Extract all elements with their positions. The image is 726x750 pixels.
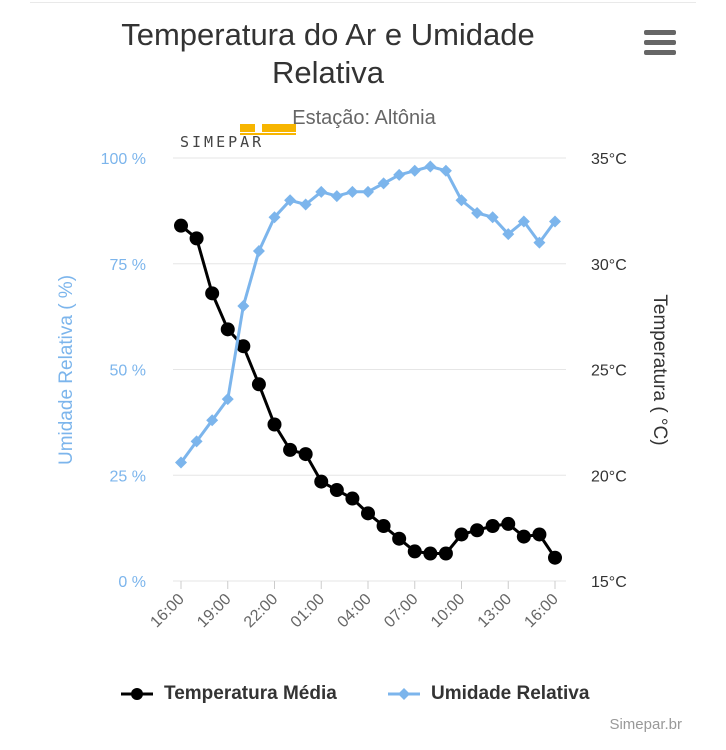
temperature-point	[174, 218, 188, 233]
temperature-point	[532, 527, 547, 542]
x-axis-tick-label: 01:00	[288, 591, 328, 631]
x-axis-tick-label: 16:00	[521, 591, 561, 631]
left-axis-tick-label: 100 %	[101, 151, 146, 168]
legend-label-humidity: Umidade Relativa	[431, 683, 590, 704]
humidity-point	[393, 168, 406, 181]
chart-title-line-1: Temperatura do Ar e Umidade	[121, 17, 535, 52]
x-axis-tick-label: 07:00	[381, 591, 421, 631]
x-axis-tick-label: 10:00	[428, 591, 468, 631]
temperature-point	[516, 529, 531, 544]
humidity-point	[424, 160, 437, 173]
humidity-point	[190, 435, 203, 448]
temperature-point	[345, 491, 360, 506]
right-axis-tick-label: 35°C	[591, 151, 627, 168]
menu-bar	[644, 50, 676, 55]
temperature-point	[485, 519, 500, 534]
hamburger-menu-icon[interactable]	[644, 30, 676, 56]
humidity-point	[377, 177, 390, 190]
humidity-series-line	[179, 165, 557, 464]
humidity-point	[175, 456, 187, 469]
chart-title-line-2: Relativa	[272, 55, 384, 90]
left-axis-tick-label: 50 %	[110, 363, 146, 380]
chart-title: Temperatura do Ar e Umidade Relativa	[78, 16, 578, 92]
humidity-point	[284, 194, 297, 207]
humidity-point	[252, 245, 265, 258]
legend-item-humidity[interactable]: Umidade Relativa	[387, 678, 589, 710]
x-axis-tick-label: 04:00	[334, 591, 374, 631]
humidity-point	[330, 190, 343, 203]
right-axis-tick-label: 30°C	[591, 257, 627, 274]
humidity-point	[346, 185, 359, 198]
x-axis-tick-label: 13:00	[475, 591, 515, 631]
temperature-point	[189, 231, 204, 246]
temperature-point	[329, 483, 344, 498]
logo-text: SIMEPAR	[180, 133, 265, 151]
left-axis-tick-label: 75 %	[110, 257, 146, 274]
temperature-point	[392, 531, 407, 546]
legend-diamond-marker-icon	[388, 688, 420, 700]
humidity-point	[455, 194, 468, 207]
humidity-point	[299, 198, 312, 211]
temperature-point	[423, 546, 438, 561]
temperature-point	[407, 544, 422, 559]
humidity-point	[237, 300, 250, 313]
left-axis-title: Umidade Relativa ( %)	[56, 275, 77, 465]
humidity-point	[206, 414, 219, 427]
temperature-point	[283, 442, 298, 457]
humidity-point	[533, 236, 546, 249]
top-divider	[30, 2, 696, 3]
temperature-point	[314, 474, 329, 489]
menu-bar	[644, 30, 676, 35]
legend-item-temperature[interactable]: Temperatura Média	[120, 678, 337, 710]
right-axis-tick-label: 25°C	[591, 363, 627, 380]
humidity-point	[471, 206, 484, 219]
humidity-point	[502, 228, 515, 241]
temperature-point	[267, 417, 282, 432]
legend-label-temperature: Temperatura Média	[164, 683, 337, 704]
temperature-point	[376, 519, 391, 534]
legend: Temperatura Média Umidade Relativa	[0, 678, 726, 710]
temperature-point	[361, 506, 375, 521]
simepar-logo-mark	[240, 124, 296, 135]
x-axis-tick-label: 22:00	[241, 591, 281, 631]
chart-subtitle: Estação: Altônia	[292, 107, 436, 129]
humidity-point	[315, 185, 328, 198]
temperature-point	[251, 377, 266, 392]
humidity-point	[517, 215, 530, 228]
humidity-point	[408, 164, 421, 177]
humidity-point	[439, 164, 452, 177]
simepar-logo: SIMEPAR	[180, 120, 300, 152]
humidity-point	[362, 185, 374, 198]
temperature-point	[205, 286, 220, 301]
humidity-point	[221, 393, 234, 406]
humidity-point	[549, 215, 561, 228]
temperature-point	[298, 447, 313, 462]
humidity-point	[268, 211, 281, 224]
x-axis-tick-label: 19:00	[194, 591, 234, 631]
temperature-point	[470, 523, 485, 538]
temperature-point	[236, 339, 251, 354]
right-axis-tick-label: 15°C	[591, 574, 627, 591]
left-axis-tick-label: 25 %	[110, 468, 146, 485]
right-axis-title: Temperatura ( °C)	[649, 294, 670, 445]
temperature-point	[501, 516, 516, 531]
temperature-point	[454, 527, 469, 542]
right-axis-tick-label: 20°C	[591, 468, 627, 485]
menu-bar	[644, 40, 676, 45]
chart-area: 0 % 15°C 25 % 20°C 50 % 25°C 75 % 30°C 100 % 35°C…	[56, 151, 670, 631]
legend-circle-marker-icon	[121, 688, 153, 700]
x-axis-tick-label: 16:00	[147, 591, 187, 631]
left-axis-tick-label: 0 %	[118, 574, 146, 591]
temperature-point	[548, 550, 562, 565]
humidity-point	[486, 211, 499, 224]
temperature-point	[438, 546, 453, 561]
temperature-point	[220, 322, 235, 337]
credit-link[interactable]: Simepar.br	[609, 716, 682, 733]
